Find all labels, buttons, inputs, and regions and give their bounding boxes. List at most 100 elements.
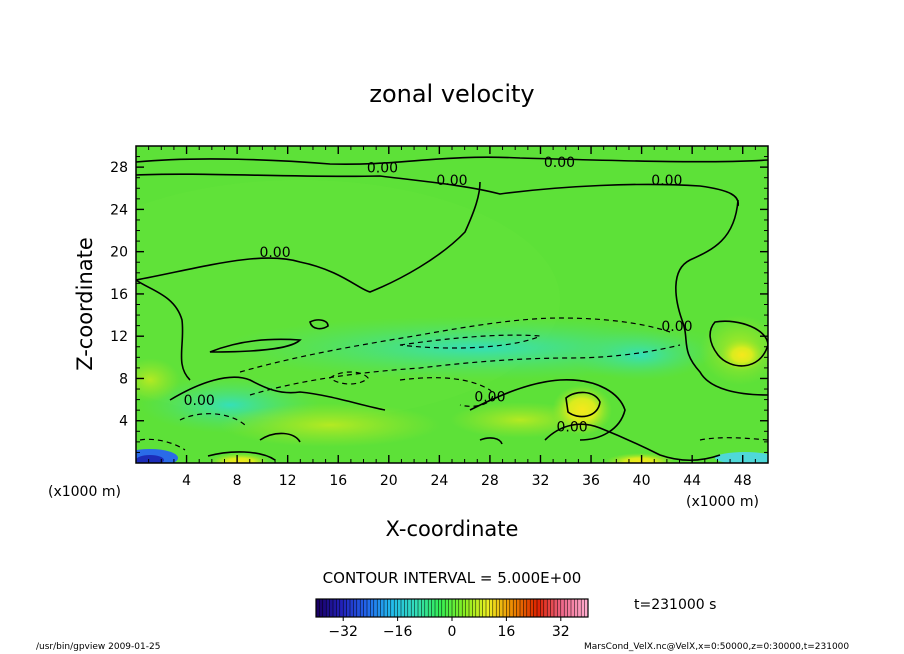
colorbar-cell	[458, 599, 463, 617]
colorbar-cell	[547, 599, 552, 617]
plot-area	[136, 146, 768, 463]
colorbar-cell	[431, 599, 436, 617]
colorbar-cell	[526, 599, 531, 617]
colorbar-cell	[424, 599, 429, 617]
colorbar-cell	[452, 599, 456, 617]
colorbar-tick-label: −32	[328, 624, 358, 640]
x-tick-label: 12	[279, 473, 297, 489]
colorbar-cell	[441, 599, 446, 617]
x-tick-label: 8	[233, 473, 242, 489]
x-tick-label: 4	[182, 473, 191, 489]
x-tick-label: 48	[734, 473, 752, 489]
colorbar-cell	[567, 599, 572, 617]
footer-source: MarsCond_VelX.nc@VelX,x=0:50000,z=0:3000…	[584, 642, 850, 652]
colorbar-cell	[397, 599, 402, 617]
colorbar-cell	[384, 599, 388, 617]
x-tick-label: 40	[633, 473, 651, 489]
contour-label: 0.00	[556, 419, 587, 435]
y-tick-label: 12	[110, 329, 128, 345]
colorbar-tick-label: −16	[383, 624, 413, 640]
colorbar-cell	[360, 599, 365, 617]
colorbar-cell	[455, 599, 460, 617]
colorbar-tick-label: 16	[497, 624, 515, 640]
y-tick-label: 8	[119, 371, 128, 387]
colorbar-cell	[435, 599, 439, 617]
contour-label: 0.00	[259, 245, 290, 261]
x-unit-left: (x1000 m)	[48, 484, 121, 500]
x-unit-right: (x1000 m)	[686, 494, 759, 510]
y-axis: 4 8 12 16 20 24 28	[110, 156, 768, 453]
contour-label: 0.00	[661, 319, 692, 335]
colorbar-tick-label: 0	[448, 624, 457, 640]
colorbar-cell	[503, 599, 507, 617]
x-tick-label: 20	[380, 473, 398, 489]
colorbar-ticks: −32 −16 0 16 32	[328, 617, 570, 640]
time-label: t=231000 s	[634, 597, 716, 613]
colorbar-cell	[370, 599, 375, 617]
colorbar-cell	[564, 599, 569, 617]
colorbar-cell	[492, 599, 497, 617]
footer-program: /usr/bin/gpview 2009-01-25	[36, 642, 161, 652]
colorbar-cell	[346, 599, 351, 617]
colorbar-cell	[319, 599, 324, 617]
colorbar-cell	[373, 599, 378, 617]
colorbar-cell	[316, 599, 320, 617]
y-axis-label: Z-coordinate	[73, 237, 97, 371]
colorbar-cell	[533, 599, 538, 617]
colorbar-cell	[329, 599, 334, 617]
colorbar-cell	[418, 599, 422, 617]
contour-label: 0.00	[651, 173, 682, 189]
colorbar-cell	[333, 599, 337, 617]
x-tick-label: 44	[683, 473, 701, 489]
colorbar-cell	[401, 599, 405, 617]
colorbar-cell	[516, 599, 521, 617]
colorbar-cell	[469, 599, 473, 617]
colorbar-cell	[462, 599, 467, 617]
colorbar-cell	[482, 599, 487, 617]
colorbar-cell	[489, 599, 494, 617]
y-tick-label: 20	[110, 245, 128, 261]
colorbar-cell	[560, 599, 565, 617]
colorbar-cell	[367, 599, 371, 617]
colorbar-cell	[343, 599, 348, 617]
colorbar-cell	[475, 599, 480, 617]
colorbar-tick-label: 32	[552, 624, 570, 640]
colorbar-cell	[513, 599, 518, 617]
colorbar-cell	[414, 599, 419, 617]
colorbar-cell	[571, 599, 575, 617]
colorbar-cell	[350, 599, 354, 617]
colorbar-cell	[390, 599, 395, 617]
colorbar-cell	[438, 599, 443, 617]
colorbar-cell	[584, 599, 589, 617]
colorbar-cell	[496, 599, 501, 617]
colorbar-cell	[574, 599, 579, 617]
contour-label: 0.00	[367, 160, 398, 176]
colorbar-cell	[465, 599, 470, 617]
x-tick-label: 32	[532, 473, 550, 489]
chart-title: zonal velocity	[369, 80, 534, 108]
colorbar-cell	[404, 599, 409, 617]
contour-label: 0.00	[436, 173, 467, 189]
colorbar-cell	[448, 599, 453, 617]
colorbar-cell	[394, 599, 399, 617]
colorbar-cell	[322, 599, 327, 617]
colorbar-cell	[520, 599, 524, 617]
colorbar-cell	[543, 599, 548, 617]
x-axis: 4 8 12 16 20 24 28 32 36 40 44 48	[148, 146, 756, 489]
colorbar-cell	[363, 599, 368, 617]
colorbar-cell	[356, 599, 361, 617]
colorbar-cell	[581, 599, 586, 617]
colorbar-cell	[380, 599, 385, 617]
x-axis-label: X-coordinate	[386, 517, 519, 541]
contour-labels: 0.00 0.00 0.00 0.00 0.00 0.00 0.00 0.00 0.00	[184, 155, 693, 435]
colorbar-cell	[479, 599, 484, 617]
colorbar-cell	[407, 599, 412, 617]
colorbar-cell	[577, 599, 582, 617]
colorbar-cell	[472, 599, 477, 617]
colorbar-cell	[387, 599, 392, 617]
colorbar-cell	[486, 599, 490, 617]
colorbar	[315, 598, 589, 618]
colorbar-cell	[445, 599, 450, 617]
colorbar-cell	[557, 599, 562, 617]
